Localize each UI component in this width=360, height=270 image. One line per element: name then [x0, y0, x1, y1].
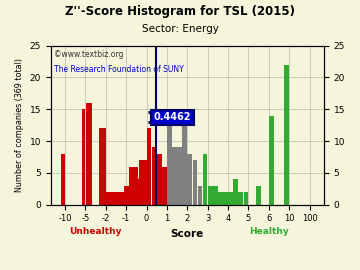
Bar [238, 192, 243, 205]
Bar [152, 147, 157, 205]
Text: Healthy: Healthy [249, 227, 289, 236]
Bar [256, 186, 261, 205]
Bar [233, 179, 238, 205]
Bar [139, 160, 149, 205]
Bar [129, 167, 139, 205]
Bar [228, 192, 233, 205]
Bar [172, 147, 177, 205]
Bar [61, 154, 65, 205]
Bar [188, 154, 192, 205]
Bar [243, 192, 248, 205]
Text: Z''-Score Histogram for TSL (2015): Z''-Score Histogram for TSL (2015) [65, 5, 295, 18]
Bar [147, 128, 152, 205]
X-axis label: Score: Score [171, 229, 204, 239]
Text: 0.4462: 0.4462 [154, 112, 191, 122]
Bar [99, 128, 105, 205]
Bar [124, 186, 134, 205]
Bar [116, 192, 126, 205]
Bar [203, 154, 207, 205]
Bar [167, 122, 172, 205]
Bar [157, 154, 162, 205]
Bar [183, 122, 187, 205]
Bar [86, 103, 92, 205]
Bar [193, 160, 197, 205]
Bar [269, 116, 274, 205]
Bar [81, 109, 85, 205]
Bar [177, 147, 182, 205]
Text: The Research Foundation of SUNY: The Research Foundation of SUNY [54, 65, 183, 74]
Text: Sector: Energy: Sector: Energy [141, 24, 219, 34]
Bar [162, 167, 167, 205]
Bar [213, 186, 218, 205]
Text: Unhealthy: Unhealthy [69, 227, 122, 236]
Bar [223, 192, 228, 205]
Y-axis label: Number of companies (369 total): Number of companies (369 total) [15, 58, 24, 192]
Text: ©www.textbiz.org: ©www.textbiz.org [54, 50, 123, 59]
Bar [284, 65, 289, 205]
Bar [208, 186, 212, 205]
Bar [106, 192, 116, 205]
Bar [218, 192, 223, 205]
Bar [198, 186, 202, 205]
Bar [134, 179, 144, 205]
